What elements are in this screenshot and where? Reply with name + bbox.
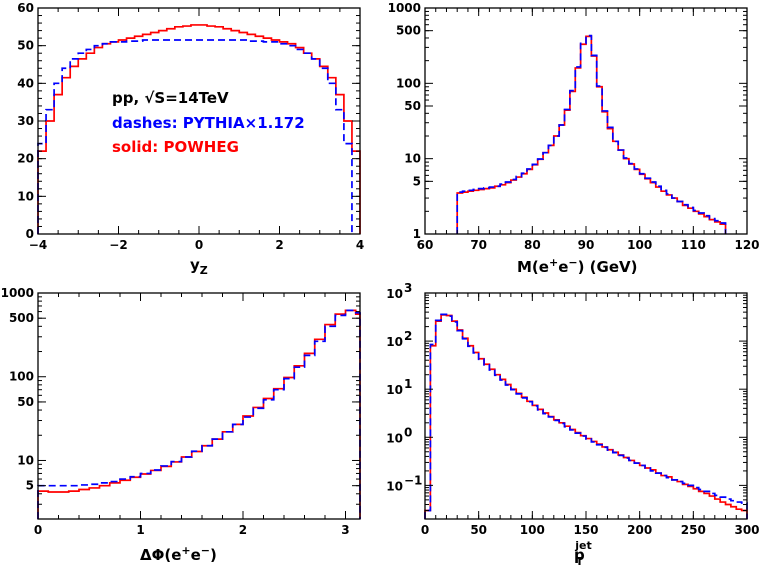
y-tick-label: 1000 (1, 286, 34, 300)
y-tick-label: 100 (9, 370, 34, 384)
y-tick-label: 100 (396, 76, 421, 90)
x-axis-title: pTjet (574, 539, 592, 568)
series-pythia-line (424, 313, 748, 519)
y-tick-label: 10 (386, 383, 403, 397)
x-tick-label: 0 (421, 523, 429, 537)
x-tick-label: 50 (470, 523, 487, 537)
y-tick-label: 10 (386, 287, 403, 301)
x-tick-label: 120 (734, 238, 759, 252)
y-tick-label: 500 (9, 311, 34, 325)
x-tick-label: 250 (681, 523, 706, 537)
y-tick-label: 10 (17, 189, 34, 203)
series-pythia-line (37, 39, 353, 234)
x-tick-label: 80 (524, 238, 541, 252)
y-tick-label: 30 (17, 114, 34, 128)
y-tick-exponent: 2 (404, 329, 412, 343)
y-tick-exponent: 1 (404, 377, 412, 391)
x-tick-label: 90 (578, 238, 595, 252)
x-tick-label: −2 (109, 238, 127, 252)
x-tick-label: 2 (239, 523, 247, 537)
series-pythia-line (456, 34, 727, 234)
panel-delta-phi: 0 1 2 3 5 10 50 100 500 1000 ΔΦ(e+e−) (1, 286, 361, 564)
x-axis-title: ΔΦ(e+e−) (140, 544, 217, 564)
x-tick-label: 4 (356, 238, 364, 252)
y-tick-label: 500 (396, 24, 421, 38)
x-tick-label: −4 (29, 238, 47, 252)
x-axis-title: yZ (190, 256, 208, 277)
y-tick-exponent: 3 (404, 281, 412, 295)
y-tick-label: 20 (17, 152, 34, 166)
y-tick-label: 50 (17, 395, 34, 409)
y-tick-label: 10 (17, 453, 34, 467)
y-tick-label: 5 (413, 174, 421, 188)
y-tick-label: 1000 (388, 1, 421, 15)
x-tick-label: 150 (573, 523, 598, 537)
y-tick-label: 50 (404, 99, 421, 113)
y-tick-exponent: 0 (404, 425, 412, 439)
y-tick-label: 40 (17, 76, 34, 90)
x-tick-label: 0 (195, 238, 203, 252)
x-tick-label: 110 (681, 238, 706, 252)
x-tick-label: 200 (627, 523, 652, 537)
x-tick-label: 3 (341, 523, 349, 537)
x-tick-label: 70 (470, 238, 487, 252)
y-tick-label: 50 (17, 39, 34, 53)
y-tick-label: 60 (17, 1, 34, 15)
y-tick-label: 10 (386, 479, 403, 493)
panel-invariant-mass: 60 70 80 90 100 110 120 1 5 10 50 100 500 1000 M(e+e−… (388, 1, 760, 276)
y-tick-label: 5 (26, 479, 34, 493)
y-tick-label: 0 (26, 227, 34, 241)
x-tick-label: 1 (136, 523, 144, 537)
x-tick-label: 100 (520, 523, 545, 537)
plot-frame (37, 292, 361, 520)
y-tick-label: 10 (386, 431, 403, 445)
annotation-pythia-legend: dashes: PYTHIA×1.172 (112, 114, 305, 132)
series-powheg-line (37, 309, 361, 519)
y-tick-label: 10 (404, 152, 421, 166)
y-tick-label: 1 (413, 227, 421, 241)
x-tick-label: 300 (734, 523, 759, 537)
y-tick-exponent: −1 (404, 473, 422, 487)
x-tick-label: 2 (275, 238, 283, 252)
series-pythia-line (37, 309, 361, 519)
plot-frame (424, 292, 748, 520)
x-axis-title: M(e+e−) (GeV) (517, 256, 637, 276)
x-tick-label: 100 (627, 238, 652, 252)
annotation-powheg-legend: solid: POWHEG (112, 138, 239, 156)
x-tick-label: 60 (417, 238, 434, 252)
y-tick-label: 10 (386, 335, 403, 349)
annotation-collision: pp, √S=14TeV (112, 89, 229, 107)
x-tick-label: 0 (34, 523, 42, 537)
